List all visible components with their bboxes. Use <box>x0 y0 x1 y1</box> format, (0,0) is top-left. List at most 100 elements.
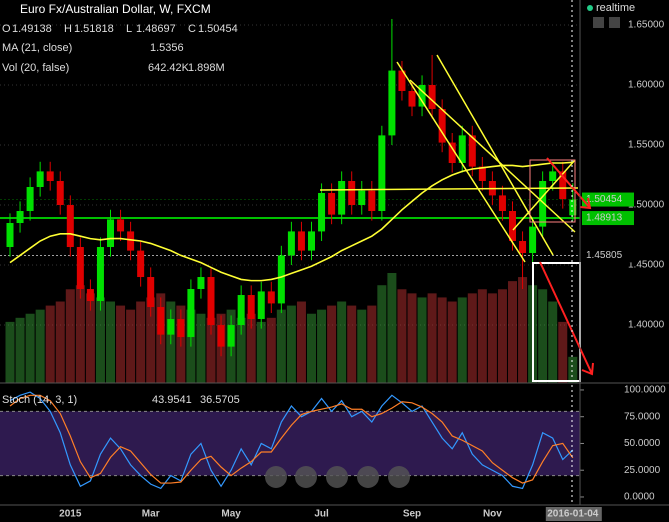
x-label-box <box>545 507 602 521</box>
trendline <box>409 79 576 233</box>
volume-bar <box>206 317 216 383</box>
ohlc-value: 1.48697 <box>136 23 176 35</box>
candle-body <box>207 277 215 326</box>
candle-body <box>76 247 84 290</box>
y-tick-label: 1.50000 <box>628 200 665 211</box>
ohlc-value: 1.51818 <box>74 23 114 35</box>
candle-body <box>318 193 326 232</box>
candle-body <box>418 84 426 107</box>
trendline <box>512 159 576 231</box>
volume-bar <box>357 309 367 383</box>
candle-body <box>378 135 386 212</box>
ma-line <box>9 161 573 282</box>
candle-body <box>529 226 537 254</box>
realtime-label: realtime <box>596 2 635 14</box>
arrow <box>546 157 591 209</box>
button[interactable] <box>593 17 604 28</box>
candle-body <box>408 90 416 107</box>
candle-body <box>46 171 54 181</box>
y-tick-label: 1.60000 <box>628 80 665 91</box>
candle-body <box>519 241 527 254</box>
candle-body <box>117 219 125 232</box>
candle-body <box>96 247 104 302</box>
candle-body <box>217 325 225 347</box>
volume-bar <box>95 297 105 383</box>
candle-body <box>338 180 346 215</box>
x-tick-label: Sep <box>403 509 421 520</box>
volume-bar <box>518 277 528 383</box>
candle-body <box>428 84 436 109</box>
volume-bar <box>538 289 548 383</box>
volume-bar <box>236 317 246 383</box>
candle-body <box>308 231 315 251</box>
candle-body <box>107 219 114 248</box>
candle-body <box>257 291 265 320</box>
candle-body <box>448 142 456 163</box>
volume-bar <box>85 293 95 383</box>
y-tick-label: 75.0000 <box>624 411 661 422</box>
volume-bar <box>487 293 497 383</box>
nav-left[interactable] <box>265 466 287 488</box>
candle-body <box>247 295 255 320</box>
volume-bar <box>397 289 407 383</box>
candle-body <box>237 295 245 326</box>
volume-bar <box>106 301 115 383</box>
candle-body <box>498 195 506 212</box>
ohlc-key: C <box>188 23 196 35</box>
volume-bar <box>45 305 55 383</box>
nav-zoom-in[interactable] <box>357 466 379 488</box>
candle-body <box>478 166 486 181</box>
volume-bar <box>136 301 146 383</box>
volume-bar <box>75 285 85 383</box>
candle-body <box>147 277 155 308</box>
volume-bar <box>558 321 568 383</box>
volume-bar <box>467 293 477 383</box>
legend-ma: MA (21, close) <box>2 42 72 54</box>
x-tick-label: 2016-01-04 <box>547 509 599 520</box>
volume-bar <box>296 301 306 383</box>
y-tick-label: 50.0000 <box>624 438 661 449</box>
price-tag <box>582 211 634 226</box>
candle-body <box>438 108 446 143</box>
nav-reset[interactable] <box>326 466 348 488</box>
volume-bar <box>266 317 276 383</box>
candle-body <box>358 190 366 206</box>
stoch-line <box>9 391 574 490</box>
candle-body <box>66 205 74 248</box>
volume-bar <box>196 313 206 383</box>
volume-bar <box>427 293 437 383</box>
price-tag <box>582 248 634 263</box>
volume-bar <box>146 297 156 383</box>
price-tag-label: 1.45805 <box>586 250 623 261</box>
x-tick-label: Nov <box>483 509 502 520</box>
volume-bar <box>497 289 507 383</box>
x-tick-label: May <box>221 509 241 520</box>
nav-right[interactable] <box>388 466 410 488</box>
ohlc-key: L <box>126 23 132 35</box>
volume-bar <box>286 305 296 383</box>
volume-bar <box>307 313 316 383</box>
drawings <box>319 0 594 505</box>
realtime-dot <box>587 5 593 11</box>
ohlc-key: O <box>2 23 11 35</box>
y-tick-label: 1.65000 <box>628 20 665 31</box>
trendline <box>319 187 579 191</box>
candle-body <box>227 325 235 347</box>
volume-bar <box>65 289 75 383</box>
candle-body <box>167 319 175 335</box>
legend-vol-ma: 1.898M <box>188 62 225 74</box>
candle-body <box>26 186 34 212</box>
candle-body <box>36 171 44 187</box>
stoch-line <box>9 394 574 484</box>
candle-body <box>468 135 476 167</box>
button[interactable] <box>609 17 620 28</box>
candle-body <box>328 193 336 215</box>
volume-bar <box>5 321 15 383</box>
volume-bar <box>548 301 558 383</box>
volume-bar <box>447 301 457 383</box>
candle-body <box>458 135 466 163</box>
nav-zoom-out[interactable] <box>295 466 317 488</box>
ohlc-legend: O 1.49138 H 1.51818 L 1.48697 C 1.50454 <box>2 23 238 35</box>
volume-bar <box>337 301 347 383</box>
